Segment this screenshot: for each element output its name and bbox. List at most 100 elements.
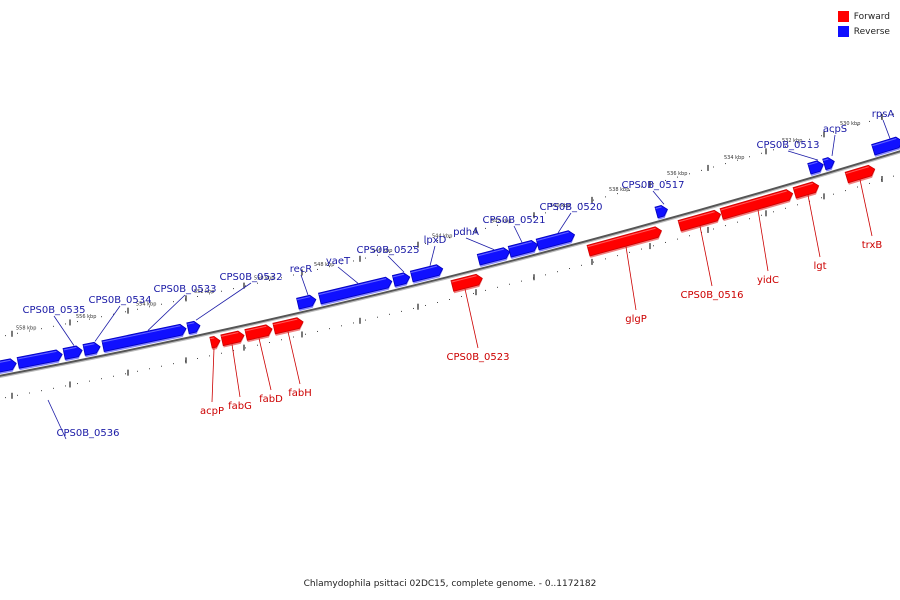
track-dot xyxy=(689,173,690,175)
track-dot xyxy=(257,344,258,346)
gene-arrow-highlight xyxy=(187,322,195,325)
gene-arrow[interactable] xyxy=(450,273,484,294)
track-dot xyxy=(749,156,750,158)
gene-arrow[interactable] xyxy=(507,239,539,260)
track-dot xyxy=(893,175,894,177)
gene-arrow[interactable] xyxy=(476,246,511,267)
tick-label: 534 kbp xyxy=(724,155,744,161)
gene-arrow[interactable] xyxy=(535,229,576,252)
gene-arrow-highlight xyxy=(823,158,829,162)
gene-arrow[interactable] xyxy=(186,320,202,336)
label-leader xyxy=(287,331,301,385)
gene-label[interactable]: fabH xyxy=(288,388,312,399)
gene-arrow-highlight xyxy=(221,332,239,337)
gene-label[interactable]: lpxD xyxy=(424,235,447,246)
gene-label[interactable]: CPS0B_0513 xyxy=(756,140,819,151)
gene-label[interactable]: recR xyxy=(290,264,313,275)
gene-label[interactable]: CPS0B_0533 xyxy=(153,284,216,295)
label-leader xyxy=(787,150,819,161)
gene-arrow[interactable] xyxy=(244,324,274,343)
gene-label[interactable]: CPS0B_0521 xyxy=(482,215,545,226)
gene-arrow[interactable] xyxy=(209,335,222,350)
gene-label[interactable]: fabG xyxy=(228,401,252,412)
gene-label[interactable]: lgt xyxy=(813,261,826,272)
gene-arrow[interactable] xyxy=(822,156,837,172)
gene-arrow[interactable] xyxy=(0,358,18,375)
label-leader xyxy=(699,226,713,287)
track-dot xyxy=(677,176,678,178)
track-dot xyxy=(5,335,6,337)
track-dot xyxy=(509,221,510,223)
gene-arrow[interactable] xyxy=(807,159,826,176)
gene-arrow[interactable] xyxy=(391,272,411,289)
gene-label[interactable]: acpP xyxy=(200,406,224,417)
label-leader xyxy=(652,190,665,205)
label-leader xyxy=(464,288,479,349)
gene-arrow-body xyxy=(318,276,393,305)
gene-label[interactable]: yidC xyxy=(757,275,779,286)
gene-label[interactable]: CPS0B_0516 xyxy=(680,290,743,301)
gene-label[interactable]: trxB xyxy=(862,240,883,251)
gene-arrow[interactable] xyxy=(844,164,877,185)
track-dot xyxy=(65,323,66,325)
gene-label[interactable]: pdhA xyxy=(453,227,479,238)
gene-label[interactable]: CPS0B_0536 xyxy=(56,428,119,439)
legend: Forward Reverse xyxy=(837,9,890,39)
track-dot xyxy=(137,370,138,372)
gene-label[interactable]: CPS0B_0532 xyxy=(219,272,282,283)
track-dot xyxy=(557,271,558,273)
gene-arrow-highlight xyxy=(102,325,181,343)
gene-arrow[interactable] xyxy=(318,276,394,306)
gene-arrow[interactable] xyxy=(82,341,102,358)
gene-label[interactable]: rpsA xyxy=(872,109,895,120)
gene-arrow[interactable] xyxy=(586,225,663,258)
gene-label[interactable]: CPS0B_0525 xyxy=(356,245,419,256)
gene-arrow[interactable] xyxy=(654,204,669,220)
track-dot xyxy=(329,328,330,330)
tick-label: 542 kbp xyxy=(491,218,511,224)
gene-arrow[interactable] xyxy=(272,317,305,336)
genome-backbone-highlight xyxy=(0,152,900,378)
track-dot xyxy=(593,199,594,201)
track-dot xyxy=(857,124,858,126)
gene-arrow[interactable] xyxy=(16,349,63,371)
gene-label[interactable]: glgP xyxy=(625,314,647,325)
track-dot xyxy=(365,319,366,321)
track-dot xyxy=(713,166,714,168)
gene-label[interactable]: CPS0B_0517 xyxy=(621,180,684,191)
gene-arrow[interactable] xyxy=(871,136,900,157)
gene-arrow[interactable] xyxy=(719,188,795,222)
gene-arrow[interactable] xyxy=(677,209,723,233)
gene-arrow[interactable] xyxy=(792,181,821,201)
gene-label[interactable]: CPS0B_0520 xyxy=(539,202,602,213)
gene-label[interactable]: yaeT xyxy=(326,256,351,267)
track-dot xyxy=(725,225,726,227)
gene-label[interactable]: fabD xyxy=(259,394,283,405)
gene-label[interactable]: CPS0B_0523 xyxy=(446,352,509,363)
gene-arrow[interactable] xyxy=(62,345,84,362)
gene-arrow[interactable] xyxy=(409,263,444,284)
track-dot xyxy=(641,186,642,188)
track-dot xyxy=(665,241,666,243)
track-dot xyxy=(101,316,102,318)
gene-label[interactable]: acpS xyxy=(823,124,847,135)
gene-label[interactable]: CPS0B_0534 xyxy=(88,295,151,306)
track-dot xyxy=(29,330,30,332)
track-dot xyxy=(221,290,222,292)
track-dot xyxy=(857,186,858,188)
track-dot xyxy=(77,383,78,385)
track-dot xyxy=(149,306,150,308)
gene-arrow[interactable] xyxy=(296,294,318,311)
gene-label[interactable]: CPS0B_0535 xyxy=(22,305,85,316)
label-leader xyxy=(465,237,495,250)
track-dot xyxy=(209,355,210,357)
gene-arrow[interactable] xyxy=(101,323,188,354)
track-dot xyxy=(629,189,630,191)
track-dot xyxy=(197,357,198,359)
legend-swatch-reverse xyxy=(837,26,849,37)
track-dot xyxy=(317,268,318,270)
gene-arrow[interactable] xyxy=(220,330,246,348)
gene-arrow-highlight xyxy=(871,138,897,147)
track-dot xyxy=(509,283,510,285)
